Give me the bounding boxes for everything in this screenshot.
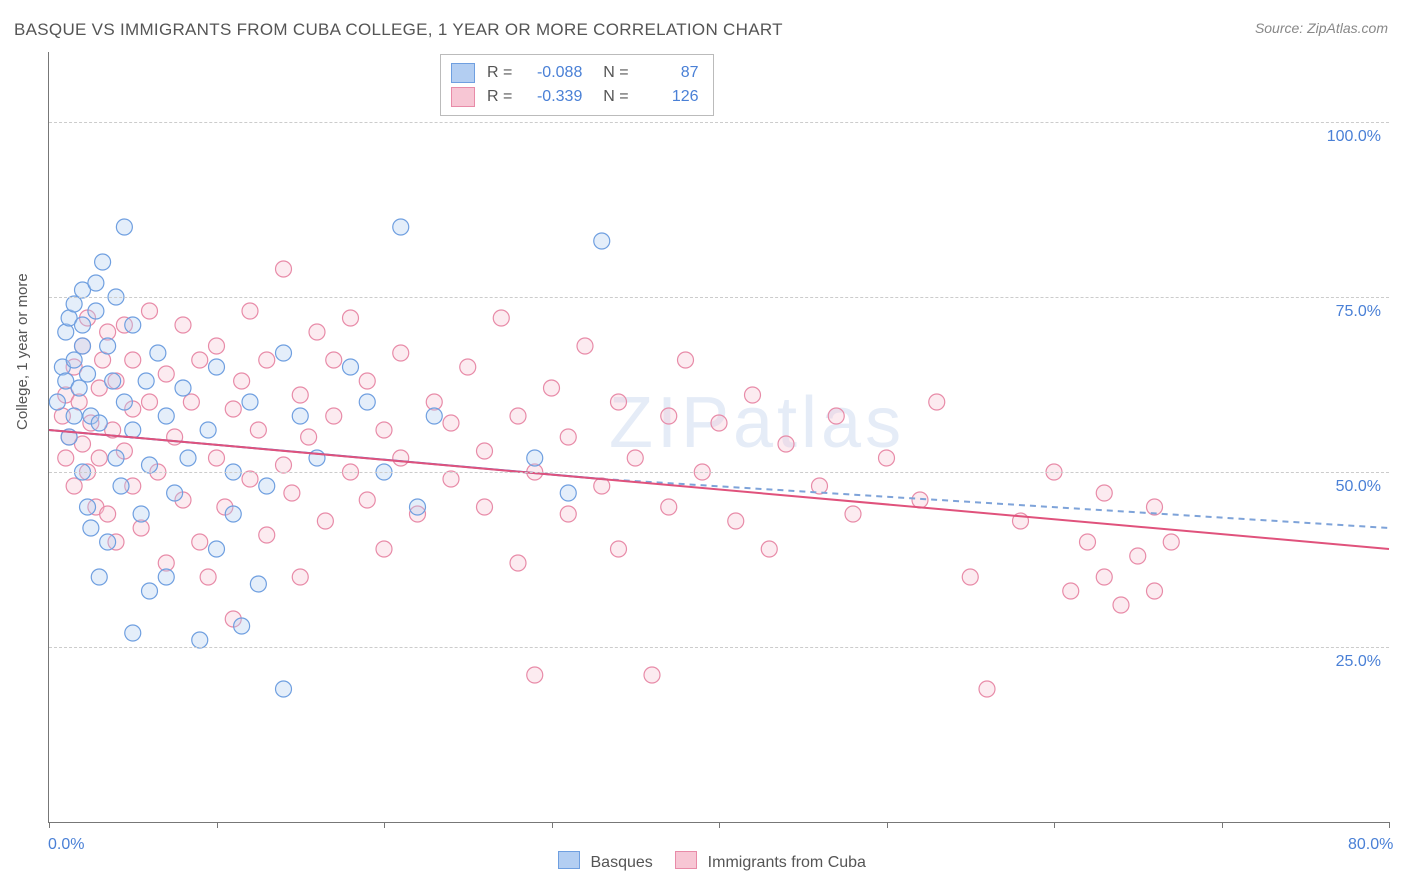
y-axis-label: College, 1 year or more — [14, 273, 31, 430]
y-tick-label: 100.0% — [1327, 128, 1381, 146]
legend-r-value-basques: -0.088 — [522, 64, 582, 82]
legend-n-label: N = — [594, 88, 628, 106]
scatter-svg — [49, 52, 1389, 822]
series-legend: Basques Immigrants from Cuba — [0, 851, 1406, 872]
y-tick-label: 25.0% — [1336, 653, 1381, 671]
legend-swatch-cuba — [675, 851, 697, 869]
chart-title: BASQUE VS IMMIGRANTS FROM CUBA COLLEGE, … — [14, 20, 783, 40]
source-label: Source: ZipAtlas.com — [1255, 20, 1388, 36]
correlation-legend: R = -0.088 N = 87 R = -0.339 N = 126 — [440, 54, 714, 116]
legend-row-basques: R = -0.088 N = 87 — [451, 61, 699, 85]
x-tick-label: 0.0% — [48, 836, 84, 854]
legend-row-cuba: R = -0.339 N = 126 — [451, 85, 699, 109]
plot-area: ZIPatlas 25.0%50.0%75.0%100.0% — [48, 52, 1389, 823]
legend-swatch-basques — [451, 63, 475, 83]
legend-n-value-basques: 87 — [639, 64, 699, 82]
legend-r-label: R = — [487, 64, 512, 82]
legend-n-label: N = — [594, 64, 628, 82]
legend-r-value-cuba: -0.339 — [522, 88, 582, 106]
legend-swatch-basques — [558, 851, 580, 869]
legend-label-basques: Basques — [591, 854, 653, 871]
legend-r-label: R = — [487, 88, 512, 106]
x-tick-label: 80.0% — [1348, 836, 1393, 854]
y-tick-label: 50.0% — [1336, 478, 1381, 496]
legend-n-value-cuba: 126 — [639, 88, 699, 106]
y-tick-label: 75.0% — [1336, 303, 1381, 321]
legend-label-cuba: Immigrants from Cuba — [708, 854, 866, 871]
legend-swatch-cuba — [451, 87, 475, 107]
